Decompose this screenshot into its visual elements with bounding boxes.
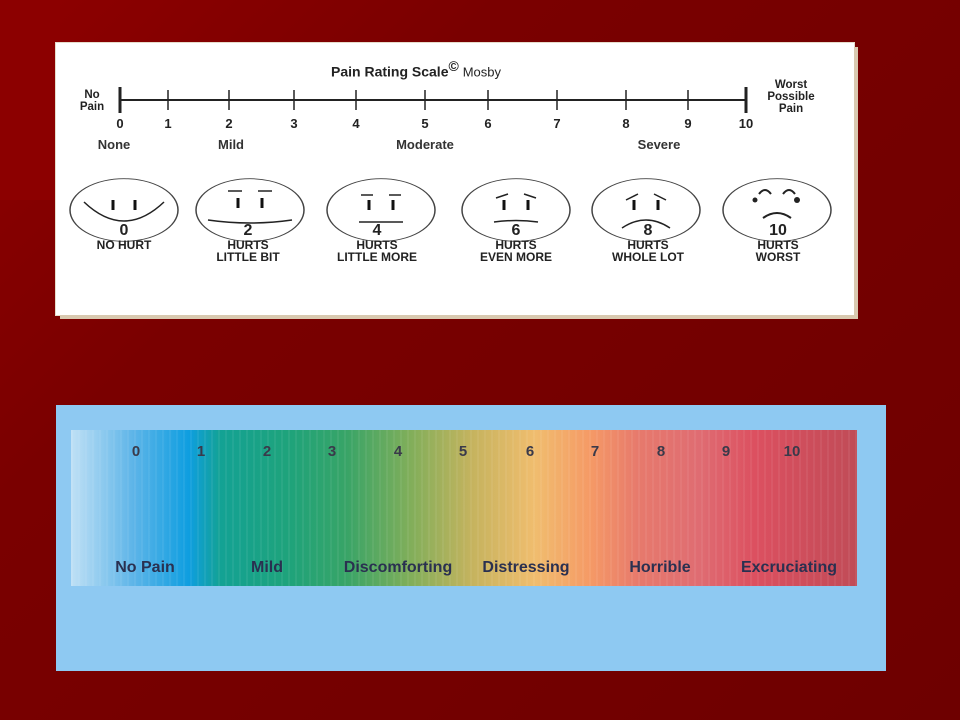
category-none: None [97,137,131,152]
descriptor-no-pain: No Pain [115,559,175,576]
face-caption-line: HURTS [627,238,669,252]
face-caption: 6 HURTS EVEN MORE [479,222,553,264]
scale-number: 5 [421,116,429,131]
face-number: 0 [119,222,129,239]
scale-number: 0 [116,116,124,131]
right-end-label-line: Possible [767,91,815,103]
face-number: 8 [643,222,653,239]
face-caption-line: NO HURT [96,238,152,252]
left-end-label: No Pain [72,89,112,113]
color-scale-number: 5 [458,443,468,460]
category-severe: Severe [637,137,681,152]
right-end-label-line: Pain [778,103,804,115]
descriptor-mild: Mild [251,559,283,576]
publisher-name: Mosby [462,64,501,80]
right-end-label-line: Worst [774,79,808,91]
scale-title-text: Pain Rating Scale [331,63,449,80]
face-number: 10 [769,222,787,239]
face-caption-line: LITTLE BIT [216,250,280,264]
scale-ruler [118,87,748,113]
face-caption-line: HURTS [495,238,537,252]
color-scale-number: 7 [590,443,600,460]
scale-number: 4 [352,116,360,131]
crying-face-icon [722,178,832,242]
color-scale-number: 8 [656,443,666,460]
neutral-face-icon [326,178,436,242]
scale-number: 6 [484,116,492,131]
scale-number: 2 [225,116,233,131]
face-caption-line: HURTS [757,238,799,252]
face-caption-line: HURTS [227,238,269,252]
faces-row [69,178,832,242]
face-number: 4 [372,222,382,239]
color-scale-number: 6 [525,443,535,460]
color-scale-number: 3 [327,443,337,460]
scale-number: 8 [622,116,630,131]
scale-number: 10 [738,116,754,131]
left-end-label-line: No [84,89,100,101]
face-caption: 8 HURTS WHOLE LOT [612,222,684,264]
worried-face-icon [461,178,571,242]
face-number: 2 [243,222,253,239]
scale-number: 3 [290,116,298,131]
left-end-label-line: Pain [79,101,105,113]
color-scale-number: 0 [131,443,141,460]
face-caption: 0 NO HURT [96,222,152,252]
category-moderate: Moderate [396,137,454,152]
descriptor-distressing: Distressing [482,559,570,576]
color-scale-number: 1 [196,443,206,460]
scale-number: 9 [684,116,692,131]
color-scale-number: 4 [393,443,403,460]
right-end-label: Worst Possible Pain [754,79,828,115]
color-scale-number: 2 [262,443,272,460]
scale-title: Pain Rating Scale© Mosby [331,58,501,80]
face-caption-line: HURTS [356,238,398,252]
descriptor-discomforting: Discomforting [343,559,453,576]
category-mild: Mild [218,137,244,152]
scale-number: 1 [164,116,172,131]
color-scale-number: 9 [721,443,731,460]
scale-number: 7 [553,116,561,131]
slight-smile-face-icon [195,178,305,242]
color-gradient-bar: 0 1 2 3 4 5 6 7 8 9 10 No Pain Mild Disc… [71,430,857,586]
descriptor-excruciating: Excruciating [740,559,838,576]
face-number: 6 [511,222,521,239]
face-pain-scale-panel: Pain Rating Scale© Mosby No Pain Worst P… [56,43,854,315]
descriptor-horrible: Horrible [629,559,691,576]
face-caption: 2 HURTS LITTLE BIT [216,222,280,264]
color-pain-scale-panel: 0 1 2 3 4 5 6 7 8 9 10 No Pain Mild Disc… [56,405,886,671]
smiling-face-icon [69,178,179,242]
face-caption-line: WORST [755,250,801,264]
face-caption: 4 HURTS LITTLE MORE [337,222,417,264]
copyright-mark: © [448,58,459,74]
color-scale-number: 10 [783,443,801,460]
face-caption-line: EVEN MORE [479,250,553,264]
face-caption-line: LITTLE MORE [337,250,417,264]
face-caption: 10 HURTS WORST [755,222,801,264]
face-caption-line: WHOLE LOT [612,250,684,264]
sad-face-icon [591,178,701,242]
